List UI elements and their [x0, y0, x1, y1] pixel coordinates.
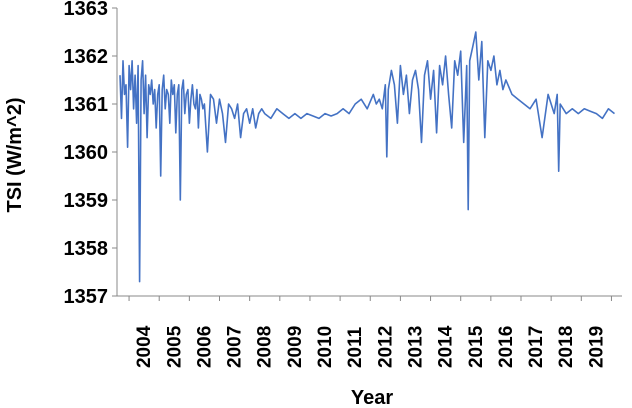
y-tick-label: 1361 — [64, 94, 109, 116]
plot-area — [119, 31, 615, 283]
x-axis: 2004 2005 2006 2007 2008 2009 2010 2011 2012 2013… — [117, 295, 622, 368]
y-tick-label: 1359 — [64, 190, 109, 212]
x-axis-title: Year — [351, 387, 393, 408]
x-tick-label: 2017 — [526, 326, 547, 368]
y-axis: 1357 1358 1359 1360 1361 1362 1363 — [64, 0, 118, 308]
x-tick-label: 2004 — [134, 325, 155, 368]
x-tick-label: 2010 — [315, 326, 336, 368]
x-tick-label: 2013 — [405, 326, 426, 368]
x-tick-label: 2006 — [194, 326, 215, 368]
y-tick-label: 1363 — [64, 0, 109, 20]
x-tick-label: 2016 — [496, 326, 517, 368]
y-axis-title: TSI (W/m^2) — [4, 97, 26, 212]
y-tick-label: 1358 — [64, 238, 109, 260]
x-tick-label: 2009 — [285, 326, 306, 368]
x-tick-label: 2018 — [556, 326, 577, 368]
x-tick-label: 2019 — [586, 326, 607, 368]
y-tick-label: 1357 — [64, 286, 109, 308]
y-tick-label: 1360 — [64, 142, 109, 164]
x-tick-label: 2008 — [255, 326, 276, 368]
x-tick-label: 2007 — [225, 326, 246, 368]
series-line-0 — [119, 31, 615, 283]
x-tick-label: 2014 — [436, 325, 457, 368]
x-tick-label: 2011 — [345, 326, 366, 368]
x-tick-label: 2012 — [375, 326, 396, 368]
x-tick-label: 2005 — [164, 325, 185, 368]
y-tick-label: 1362 — [64, 46, 109, 68]
x-tick-label: 2015 — [466, 325, 487, 368]
